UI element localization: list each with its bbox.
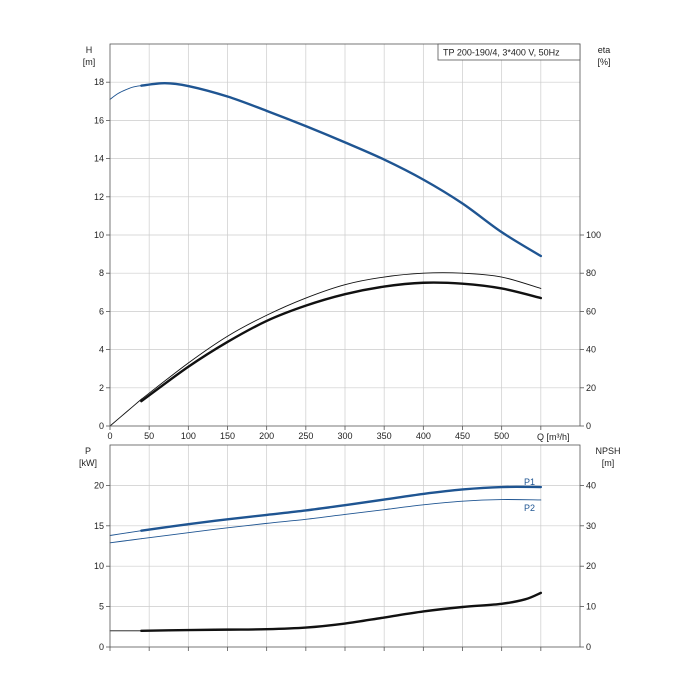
- top-left-tick-label: 0: [99, 421, 104, 431]
- eta-axis-label: eta: [598, 45, 611, 55]
- bottom-right-tick-label: 40: [586, 480, 596, 490]
- bottom-series-line-2: [109, 538, 142, 544]
- bottom-right-tick-label: 20: [586, 561, 596, 571]
- top-series-line-1: [140, 81, 543, 258]
- bottom-series-line-5: [140, 591, 543, 633]
- top-left-tick-label: 8: [99, 268, 104, 278]
- top-left-tick-label: 18: [94, 77, 104, 87]
- h-axis-unit: [m]: [83, 57, 96, 67]
- bottom-left-tick-label: 5: [99, 602, 104, 612]
- top-x-tick-label: 150: [220, 431, 235, 441]
- chart-title: TP 200-190/4, 3*400 V, 50Hz: [443, 48, 560, 58]
- bottom-left-tick-label: 10: [94, 561, 104, 571]
- bottom-left-tick-label: 15: [94, 521, 104, 531]
- top-x-tick-label: 450: [455, 431, 470, 441]
- bottom-panel-tick-labels: 0 5 10 15 20 0 10 20 30 40: [94, 480, 596, 652]
- top-x-tick-label: 350: [377, 431, 392, 441]
- p-axis-label: P: [85, 446, 91, 456]
- top-x-tick-label: 50: [144, 431, 154, 441]
- top-series-line-2: [109, 398, 142, 427]
- p1-series-label: P1: [524, 477, 535, 487]
- bottom-panel-series: [109, 485, 543, 633]
- top-x-tick-label: 300: [337, 431, 352, 441]
- bottom-left-tick-label: 20: [94, 480, 104, 490]
- top-right-tick-label: 100: [586, 230, 601, 240]
- top-left-tick-label: 10: [94, 230, 104, 240]
- top-right-tick-label: 0: [586, 421, 591, 431]
- bottom-right-tick-label: 30: [586, 521, 596, 531]
- bottom-series-line-3: [140, 499, 542, 540]
- top-panel-tick-labels: 0 2 4 6 8 10 12 14 16 18 0 20 40 60 80 100 0 50 100 150 200 2…: [94, 77, 601, 441]
- bottom-series-line-1: [140, 485, 543, 532]
- top-right-tick-label: 20: [586, 383, 596, 393]
- h-axis-label: H: [86, 45, 93, 55]
- top-right-tick-label: 60: [586, 306, 596, 316]
- bottom-right-tick-label: 10: [586, 602, 596, 612]
- top-series-line-0: [109, 85, 142, 100]
- top-left-tick-label: 14: [94, 154, 104, 164]
- top-panel-grid: [110, 44, 580, 426]
- top-left-tick-label: 16: [94, 115, 104, 125]
- top-left-tick-label: 12: [94, 192, 104, 202]
- top-x-tick-label: 250: [298, 431, 313, 441]
- top-right-tick-label: 40: [586, 345, 596, 355]
- bottom-series-line-0: [109, 530, 142, 536]
- top-x-tick-label: 500: [494, 431, 509, 441]
- top-left-tick-label: 2: [99, 383, 104, 393]
- bottom-right-tick-label: 0: [586, 642, 591, 652]
- top-x-tick-label: 0: [107, 431, 112, 441]
- bottom-panel-grid: [110, 445, 580, 647]
- chart-title-box: [437, 43, 581, 61]
- q-axis-label: Q [m³/h]: [537, 432, 570, 442]
- p-axis-unit: [kW]: [79, 458, 97, 468]
- top-series-line-4: [140, 281, 543, 403]
- top-panel-series: [109, 81, 543, 427]
- top-left-tick-label: 4: [99, 345, 104, 355]
- top-series-line-3: [140, 272, 542, 400]
- top-x-tick-label: 200: [259, 431, 274, 441]
- eta-axis-unit: [%]: [597, 57, 610, 67]
- top-right-tick-label: 80: [586, 268, 596, 278]
- npsh-axis-label: NPSH: [595, 446, 620, 456]
- top-x-tick-label: 100: [181, 431, 196, 441]
- bottom-left-tick-label: 0: [99, 642, 104, 652]
- top-left-tick-label: 6: [99, 306, 104, 316]
- p2-series-label: P2: [524, 503, 535, 513]
- npsh-axis-unit: [m]: [602, 458, 615, 468]
- top-x-tick-label: 400: [416, 431, 431, 441]
